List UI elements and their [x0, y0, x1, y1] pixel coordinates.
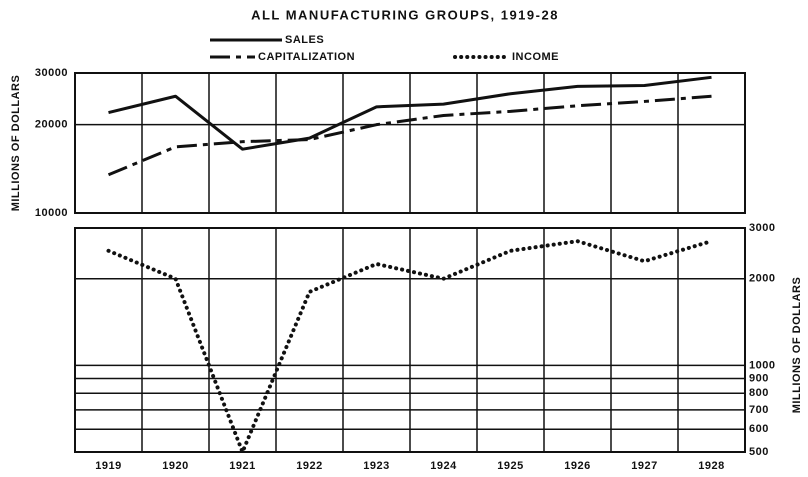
y2-tick-label: 700	[749, 404, 769, 416]
data-line	[107, 94, 712, 177]
x-tick-label: 1928	[698, 460, 724, 472]
x-tick-label: 1927	[631, 460, 657, 472]
y-tick-label: 20000	[35, 119, 68, 131]
data-line	[108, 75, 712, 151]
x-tick-label: 1926	[564, 460, 590, 472]
y-tick-label: 30000	[35, 67, 68, 79]
x-tick-label: 1923	[363, 460, 389, 472]
y2-tick-label: 800	[749, 387, 769, 399]
legend-label: CAPITALIZATION	[258, 51, 355, 63]
y2-tick-label: 900	[749, 372, 769, 384]
chart-title: ALL MANUFACTURING GROUPS, 1919-28	[251, 7, 559, 22]
y2-axis-label: MILLIONS OF DOLLARS	[791, 277, 803, 414]
x-tick-label: 1924	[430, 460, 457, 472]
data-line	[106, 239, 714, 454]
y2-tick-label: 500	[749, 446, 769, 458]
y-axis-label: MILLIONS OF DOLLARS	[10, 75, 22, 212]
x-tick-label: 1919	[95, 460, 121, 472]
legend-label: SALES	[285, 34, 324, 46]
y2-tick-label: 2000	[749, 273, 775, 285]
y-tick-label: 10000	[35, 207, 68, 219]
x-tick-label: 1922	[296, 460, 322, 472]
x-tick-label: 1925	[497, 460, 523, 472]
legend-label: INCOME	[512, 51, 559, 63]
y2-tick-label: 3000	[749, 222, 775, 234]
y2-tick-label: 600	[749, 423, 769, 435]
x-tick-label: 1921	[229, 460, 255, 472]
x-tick-label: 1920	[162, 460, 188, 472]
y2-tick-label: 1000	[749, 359, 775, 371]
